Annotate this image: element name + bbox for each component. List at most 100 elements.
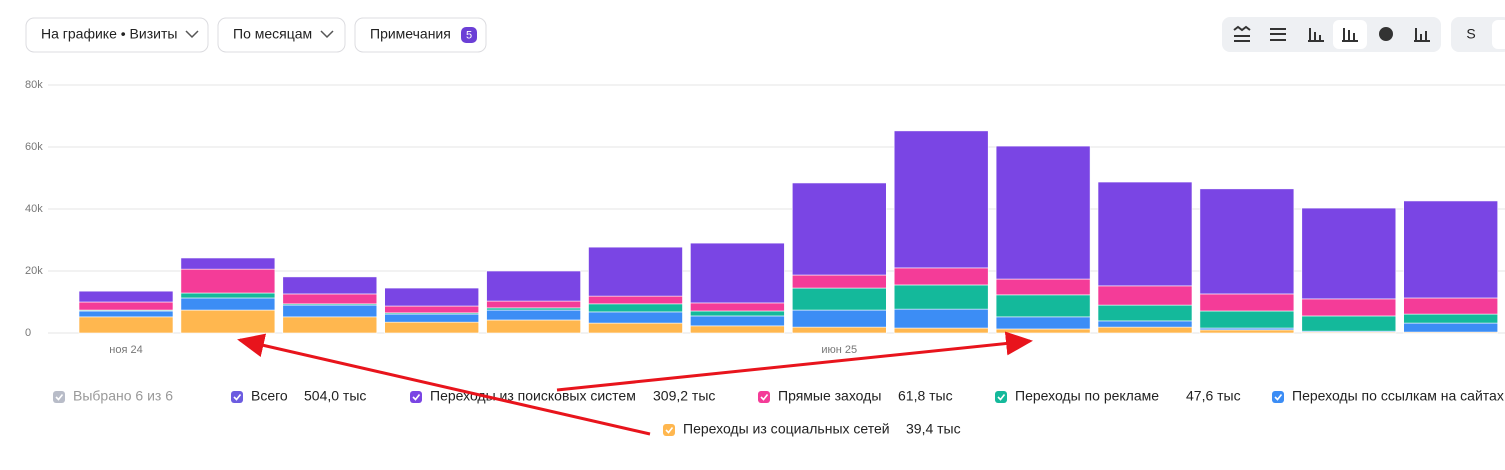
bar-segment xyxy=(486,270,581,302)
notes-button[interactable] xyxy=(354,17,487,53)
bar-segment xyxy=(180,257,276,270)
bar-segment xyxy=(1097,326,1193,334)
bar-segment xyxy=(1301,315,1397,332)
legend-checkbox[interactable] xyxy=(663,424,675,436)
bar-segment xyxy=(384,313,480,323)
arrow xyxy=(556,331,1033,392)
check xyxy=(55,394,64,401)
s-button[interactable]: S xyxy=(1466,26,1475,42)
bar-segment xyxy=(1199,329,1295,334)
bar-segment xyxy=(893,284,989,310)
legend-label: Переходы по ссылкам на сайтах xyxy=(1292,388,1504,404)
check xyxy=(997,394,1006,401)
view-switcher xyxy=(1222,17,1441,52)
period-button[interactable] xyxy=(217,17,346,53)
y-tick-label: 40k xyxy=(25,203,43,215)
bar-segment xyxy=(588,246,683,297)
bar-segment xyxy=(1199,188,1295,295)
bar-segment xyxy=(1199,293,1295,312)
bar-segment xyxy=(1301,207,1397,300)
bar-segment xyxy=(78,310,174,318)
legend-total: 309,2 тыс xyxy=(653,388,715,404)
legend-checkbox[interactable] xyxy=(1272,391,1284,403)
bar-segment xyxy=(384,321,480,334)
bar-segment xyxy=(1097,320,1193,328)
bar-segment xyxy=(588,322,683,334)
bar-segment xyxy=(995,278,1091,296)
bar-segment xyxy=(893,267,989,286)
bar-segment xyxy=(588,311,683,324)
bar-segment xyxy=(180,268,276,294)
check xyxy=(233,394,242,401)
legend-label: Прямые заходы xyxy=(778,388,881,404)
plot: 0 20k 40k 60k 80k ноя 24 июн 25 xyxy=(25,79,1505,356)
legend-total: 47,6 тыс xyxy=(1186,388,1241,404)
bar-segment xyxy=(1301,298,1397,317)
y-tick-label: 80k xyxy=(25,79,43,91)
legend-label: Переходы из поисковых систем xyxy=(430,388,636,404)
bar-segment xyxy=(486,307,581,311)
check xyxy=(412,394,421,401)
check xyxy=(760,394,769,401)
notes-count: 5 xyxy=(466,29,472,41)
period-button-label: По месяцам xyxy=(233,26,312,42)
bar-segment xyxy=(180,297,276,311)
legend-checkbox[interactable] xyxy=(53,391,65,403)
bar-segment xyxy=(791,309,887,328)
bar-segment xyxy=(1199,310,1295,329)
metric-button-label: На графике • Визиты xyxy=(41,26,177,42)
legend-checkbox[interactable] xyxy=(758,391,770,403)
bar-segment xyxy=(486,319,581,334)
x-tick-label: ноя 24 xyxy=(109,344,142,356)
bar-segment xyxy=(78,290,174,303)
arrow xyxy=(237,333,651,436)
bar-segment xyxy=(791,182,887,276)
bar-segment xyxy=(588,295,683,305)
bar-segment xyxy=(893,327,989,334)
legend-total: 39,4 тыс xyxy=(906,421,961,437)
bar-segment xyxy=(282,304,378,318)
bar-segment xyxy=(995,294,1091,318)
bar-segment xyxy=(995,316,1091,330)
bar-segment xyxy=(282,276,378,295)
legend-label: Переходы из социальных сетей xyxy=(683,421,890,437)
bar-segment xyxy=(791,287,887,311)
toolbar: На графике • Визиты По месяцам Примечани… xyxy=(25,17,1505,53)
bar-segment xyxy=(180,292,276,299)
bar-segment xyxy=(690,310,785,317)
bar-segment xyxy=(893,308,989,329)
legend-checkbox[interactable] xyxy=(231,391,243,403)
annotation-arrows xyxy=(237,331,1033,436)
s-switcher xyxy=(1451,17,1505,52)
bar-segment xyxy=(791,274,887,289)
chevron xyxy=(320,30,334,39)
notes-button-label: Примечания xyxy=(370,26,451,42)
metric-button[interactable] xyxy=(25,17,209,53)
bar-segment xyxy=(78,316,174,334)
bar-segment xyxy=(1403,322,1498,333)
bar-segment xyxy=(486,300,581,309)
bar-segment xyxy=(791,326,887,334)
legend-checkbox[interactable] xyxy=(410,391,422,403)
legend-selected: Выбрано 6 из 6 xyxy=(73,388,173,404)
x-tick-label: июн 25 xyxy=(821,344,857,356)
switcher-option[interactable] xyxy=(1492,20,1505,49)
bar-segment xyxy=(180,309,276,334)
bar-segment xyxy=(78,301,174,311)
legend-total: 504,0 тыс xyxy=(304,388,366,404)
y-tick-label: 0 xyxy=(25,327,31,339)
check xyxy=(1274,394,1283,401)
bar-segment xyxy=(1403,297,1498,315)
bar-segment xyxy=(690,242,785,304)
legend-checkbox[interactable] xyxy=(995,391,1007,403)
bar-segment xyxy=(1403,313,1498,324)
y-tick-label: 20k xyxy=(25,265,43,277)
bar-segment xyxy=(893,130,989,269)
bar-segment xyxy=(282,316,378,334)
bar-segment xyxy=(588,303,683,313)
bar-segment xyxy=(1097,181,1193,287)
legend-total: 61,8 тыс xyxy=(898,388,953,404)
bar-segment xyxy=(282,293,378,305)
